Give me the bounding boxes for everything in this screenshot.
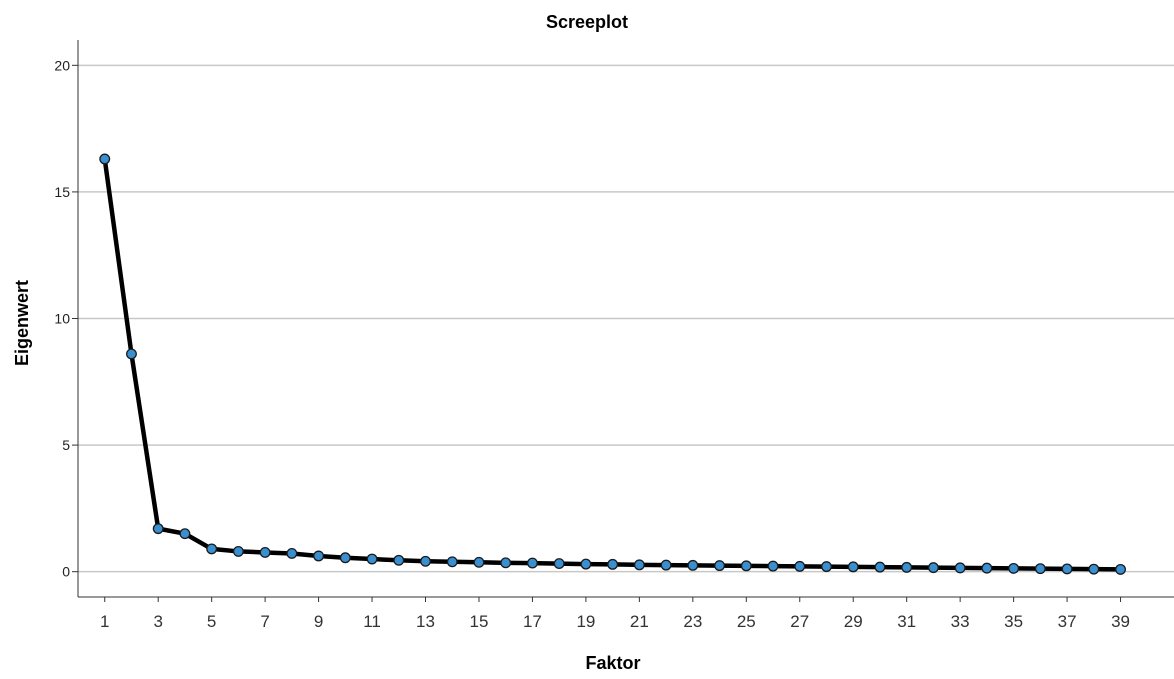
y-axis-label: Eigenwert [12, 280, 32, 366]
x-tick-label: 27 [790, 612, 809, 631]
data-point [99, 153, 111, 165]
y-tick-labels: 0 5 10 15 20 [54, 57, 70, 579]
data-point [500, 557, 512, 569]
data-point [1061, 563, 1073, 575]
x-tick-label: 39 [1111, 612, 1130, 631]
axes [72, 40, 1174, 602]
data-point [420, 555, 431, 567]
x-tick-label: 17 [523, 612, 542, 631]
x-tick-label: 19 [576, 612, 595, 631]
data-point [954, 562, 966, 574]
data-point [981, 562, 993, 574]
data-point [740, 560, 752, 572]
data-point [607, 558, 619, 570]
data-point [794, 560, 806, 572]
data-point [901, 561, 913, 573]
data-point [1008, 562, 1020, 574]
x-tick-label: 7 [260, 612, 269, 631]
data-point [286, 548, 298, 559]
data-point [473, 556, 485, 568]
data-point [633, 559, 645, 571]
data-point [714, 560, 726, 572]
data-point [126, 348, 137, 360]
x-tick-label: 13 [416, 612, 435, 631]
y-tick-label: 20 [54, 57, 70, 73]
x-tick-label: 29 [844, 612, 863, 631]
data-point [152, 523, 164, 535]
data-point [206, 543, 218, 555]
data-point [874, 561, 886, 573]
data-point [847, 561, 859, 573]
x-tick-label: 1 [100, 612, 109, 631]
data-point [1034, 563, 1046, 575]
data-point [580, 558, 592, 570]
data-point [313, 550, 325, 562]
data-point [259, 546, 271, 558]
x-tick-label: 11 [363, 612, 381, 631]
x-tick-label: 35 [1004, 612, 1023, 631]
x-axis-label: Faktor [585, 653, 640, 673]
x-tick-label: 25 [737, 612, 756, 631]
data-point [1088, 563, 1100, 575]
y-tick-label: 15 [54, 184, 70, 200]
x-tick-label: 9 [314, 612, 323, 631]
y-tick-label: 0 [62, 564, 70, 580]
data-point [366, 553, 378, 565]
data-point [393, 554, 405, 566]
chart-title: Screeplot [546, 12, 628, 32]
x-tick-label: 5 [207, 612, 216, 631]
data-point [1115, 563, 1126, 575]
data-point [767, 560, 779, 572]
gridlines [78, 64, 1174, 573]
data-point [339, 552, 351, 564]
data-point [687, 559, 699, 571]
x-tick-label: 3 [153, 612, 162, 631]
data-point [821, 561, 832, 573]
data-point [232, 545, 244, 557]
data-point [179, 528, 191, 540]
y-tick-label: 5 [62, 437, 70, 453]
data-point [660, 559, 672, 571]
x-tick-label: 21 [630, 612, 649, 631]
x-tick-label: 33 [951, 612, 970, 631]
data-point [446, 556, 458, 568]
data-point [553, 558, 565, 570]
eigenvalue-series [99, 153, 1126, 575]
data-point [927, 562, 939, 574]
x-tick-label: 31 [897, 612, 916, 631]
x-tick-labels: 1 3 5 7 9 11 13 15 17 19 21 23 25 27 29 31 33 35 37 39 [100, 612, 1130, 631]
series-line [102, 156, 1123, 572]
y-tick-label: 10 [54, 311, 70, 327]
x-tick-label: 23 [683, 612, 702, 631]
x-tick-label: 37 [1058, 612, 1077, 631]
x-tick-label: 15 [470, 612, 489, 631]
data-point [526, 557, 538, 569]
